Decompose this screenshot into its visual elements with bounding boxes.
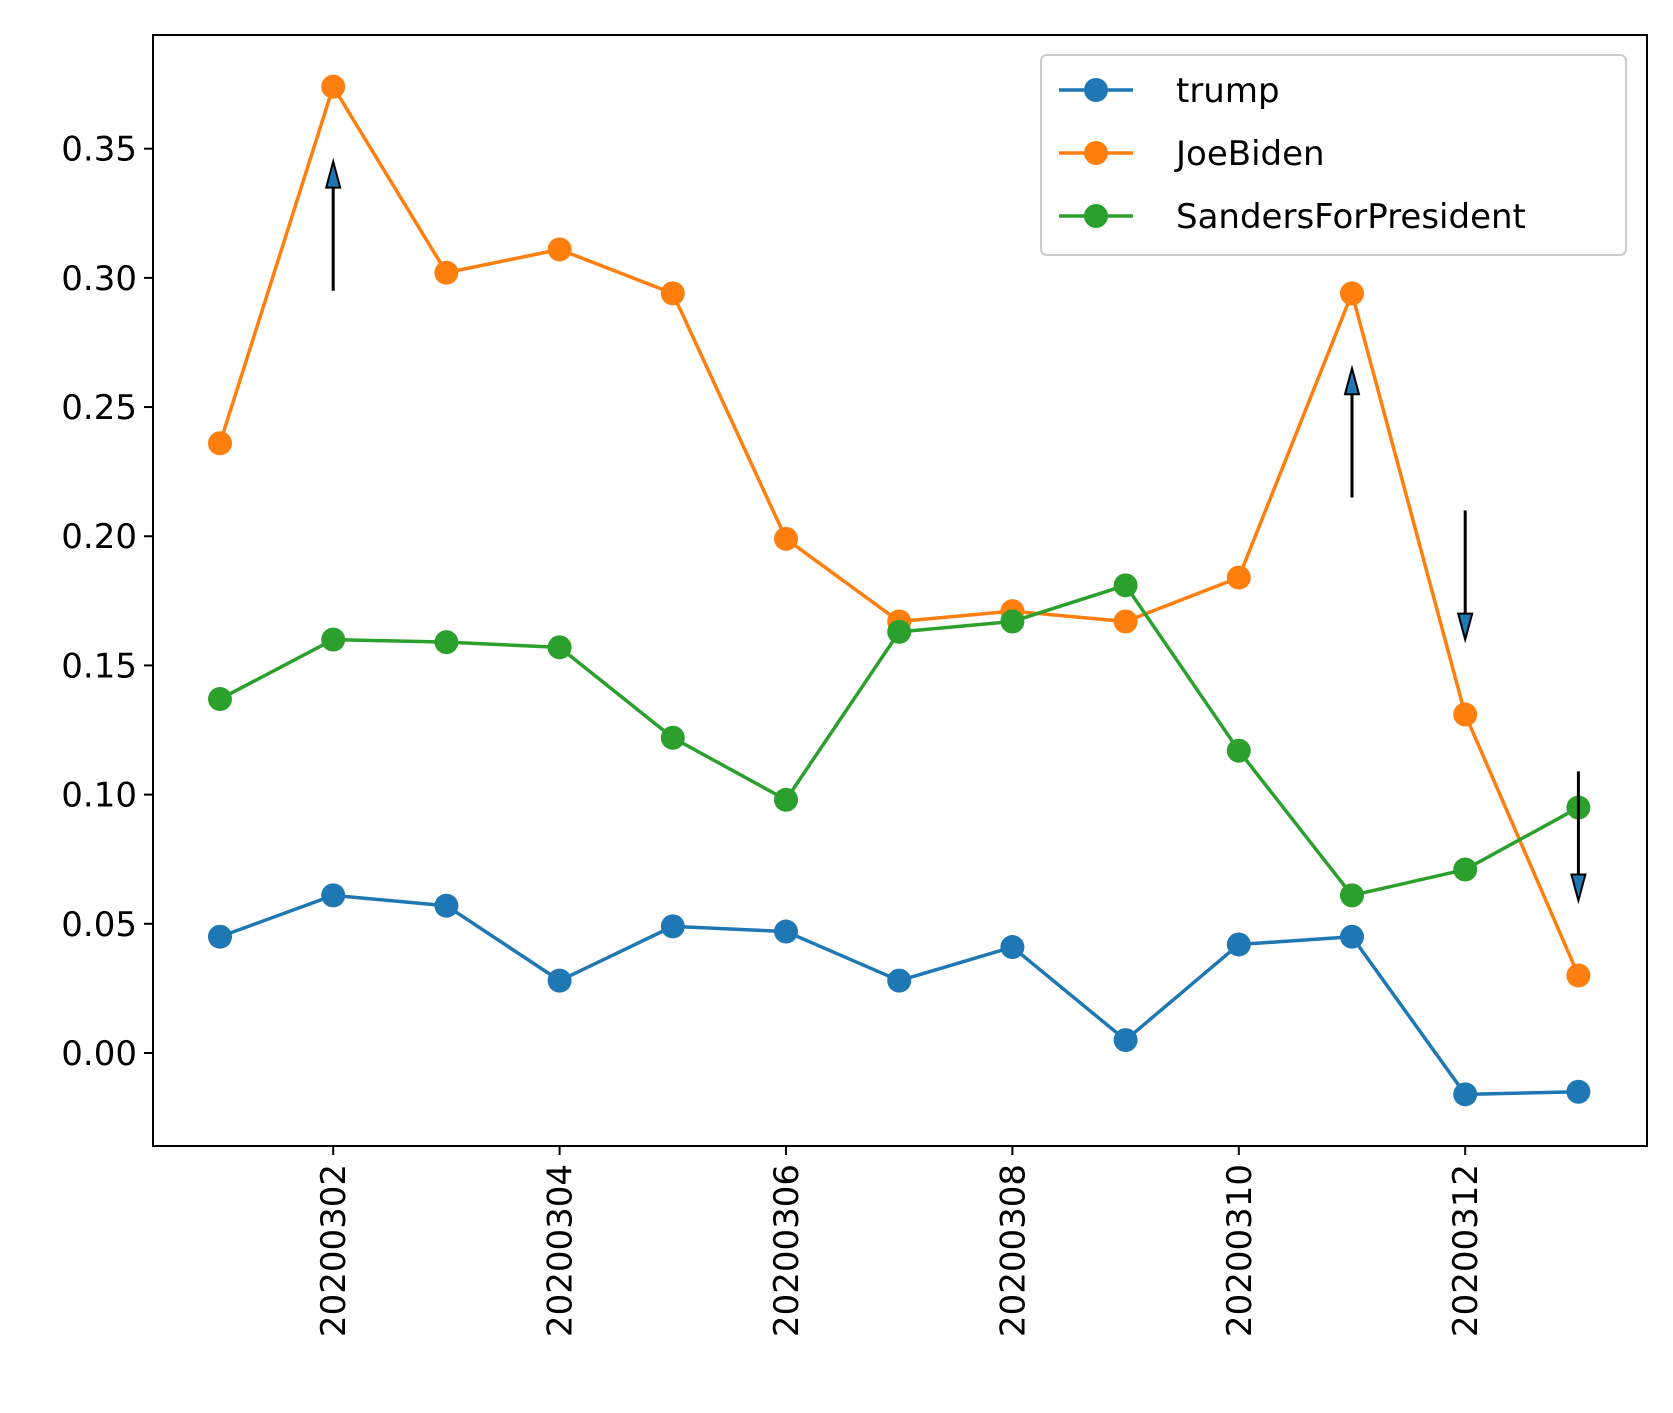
data-point-JoeBiden: [1113, 609, 1138, 634]
data-point-JoeBiden: [774, 526, 798, 551]
data-point-JoeBiden: [321, 74, 346, 99]
x-tick-label: 20200308: [993, 1164, 1033, 1337]
data-point-SandersForPresident: [1113, 573, 1138, 598]
legend-label-JoeBiden: JoeBiden: [1174, 134, 1325, 174]
data-point-JoeBiden: [208, 431, 232, 456]
data-point-SandersForPresident: [208, 687, 232, 712]
y-tick-label: 0.05: [61, 905, 137, 945]
y-tick-label: 0.25: [61, 388, 137, 428]
data-point-SandersForPresident: [1000, 609, 1025, 634]
data-point-SandersForPresident: [1340, 883, 1364, 908]
data-point-trump: [1113, 1028, 1138, 1053]
x-tick-label: 20200304: [541, 1164, 581, 1337]
data-point-trump: [1000, 935, 1025, 960]
data-point-trump: [887, 968, 912, 993]
data-point-JoeBiden: [1226, 565, 1251, 590]
legend-marker-trump: [1084, 78, 1108, 102]
data-point-trump: [321, 883, 346, 908]
data-point-SandersForPresident: [434, 630, 459, 655]
y-tick-label: 0.20: [61, 517, 137, 557]
data-point-trump: [434, 893, 459, 918]
data-point-JoeBiden: [1453, 702, 1478, 727]
data-point-SandersForPresident: [1226, 738, 1251, 763]
data-point-SandersForPresident: [1453, 857, 1478, 882]
data-point-trump: [774, 919, 798, 944]
legend-box: [1040, 54, 1627, 256]
y-tick-label: 0.10: [61, 776, 137, 816]
data-point-JoeBiden: [1340, 281, 1364, 306]
axes-frame: [152, 34, 1648, 1147]
y-tick-label: 0.00: [61, 1034, 137, 1074]
x-tick-label: 20200302: [314, 1164, 354, 1337]
data-point-SandersForPresident: [321, 627, 346, 652]
plot-area: [208, 74, 1591, 1107]
data-point-trump: [547, 968, 572, 993]
legend-marker-JoeBiden: [1084, 141, 1108, 165]
annotation-arrow-head: [1456, 612, 1474, 644]
data-point-trump: [1340, 924, 1364, 949]
data-point-SandersForPresident: [660, 725, 685, 750]
x-tick-label: 20200306: [767, 1164, 807, 1337]
axes: 0.00 0.05 0.10 0.15 0.20 0.25 0.30 0.35 20200302…: [61, 34, 1648, 1337]
legend-label-trump: trump: [1176, 71, 1280, 111]
y-tick-label: 0.15: [61, 646, 137, 686]
data-point-SandersForPresident: [547, 635, 572, 660]
annotation-arrow-head: [1343, 364, 1361, 396]
data-point-trump: [1566, 1079, 1591, 1104]
data-point-trump: [1453, 1082, 1478, 1107]
y-tick-label: 0.30: [61, 259, 137, 299]
x-tick-label: 20200310: [1220, 1164, 1260, 1337]
data-point-JoeBiden: [547, 237, 572, 262]
data-point-trump: [1226, 932, 1251, 957]
data-point-trump: [660, 914, 685, 939]
data-point-JoeBiden: [1566, 963, 1591, 988]
data-point-trump: [208, 924, 232, 949]
data-point-SandersForPresident: [887, 619, 912, 644]
legend-label-SandersForPresident: SandersForPresident: [1176, 197, 1526, 237]
legend-marker-SandersForPresident: [1084, 204, 1108, 228]
x-tick-label: 20200312: [1446, 1164, 1486, 1337]
annotation-arrow-head: [324, 157, 342, 189]
y-tick-label: 0.35: [61, 130, 137, 170]
data-point-SandersForPresident: [774, 787, 798, 812]
data-point-JoeBiden: [660, 281, 685, 306]
legend: trump JoeBiden SandersForPresident: [1040, 54, 1627, 256]
annotation-arrow-head: [1570, 873, 1587, 905]
series-line-trump: [219, 893, 1579, 1097]
data-point-JoeBiden: [434, 260, 459, 285]
